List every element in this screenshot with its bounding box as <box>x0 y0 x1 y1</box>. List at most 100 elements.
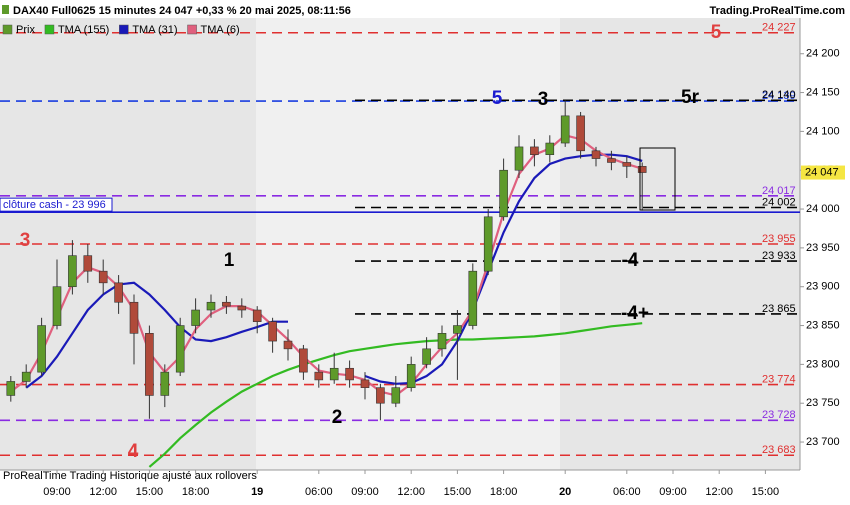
x-tick-label: 15:00 <box>136 486 164 498</box>
x-tick-label: 18:00 <box>182 486 210 498</box>
wave-annotation: 4 <box>128 441 139 462</box>
legend-label: TMA (31) <box>132 24 177 36</box>
candle-body <box>114 282 123 303</box>
candle-body <box>591 150 601 159</box>
level-label: 24 002 <box>762 196 796 208</box>
candle-body <box>37 325 46 373</box>
cash-close-label: clôture cash - 23 996 <box>3 199 106 211</box>
level-label: 23 728 <box>762 409 796 421</box>
y-tick-label: 23 800 <box>806 358 840 370</box>
legend-swatch <box>187 24 197 35</box>
plot-area <box>0 31 800 468</box>
ma-line <box>148 322 643 468</box>
y-tick-label: 24 150 <box>806 86 840 98</box>
x-tick-label: 06:00 <box>613 486 641 498</box>
legend-swatch <box>2 24 13 35</box>
x-tick-label: 12:00 <box>89 486 117 498</box>
level-label: 24 017 <box>762 185 796 197</box>
candle-body <box>483 216 493 272</box>
x-tick-label: 06:00 <box>305 486 333 498</box>
level-label: 23 774 <box>762 373 796 385</box>
wave-annotation: 5 <box>711 22 722 43</box>
cash-close-box <box>0 197 113 212</box>
x-tick-label: 15:00 <box>752 486 780 498</box>
candle-body <box>21 371 31 382</box>
y-tick-label: 23 700 <box>806 436 840 448</box>
legend-label: TMA (155) <box>58 24 109 36</box>
x-tick-label: 12:00 <box>705 486 733 498</box>
candle-body <box>252 309 262 322</box>
candle-body <box>376 387 385 404</box>
y-tick-label: 23 900 <box>806 281 840 293</box>
candle-body <box>83 255 93 272</box>
chart-title: DAX40 Full0625 15 minutes 24 047 +0,33 %… <box>13 5 351 17</box>
y-tick-label: 23 850 <box>806 319 840 331</box>
wave-annotation: 1 <box>224 250 235 271</box>
x-tick-label: 19 <box>251 486 263 498</box>
candle-body <box>576 115 585 152</box>
candle-body <box>98 270 108 284</box>
candle-body <box>283 340 293 350</box>
x-tick-label: 12:00 <box>397 486 425 498</box>
legend-label: Prix <box>16 24 35 36</box>
level-label: 24 139 <box>762 90 796 102</box>
candle-body <box>329 367 339 381</box>
level-label: 23 683 <box>762 444 796 456</box>
candle-body <box>453 325 462 334</box>
x-tick-label: 20 <box>559 486 571 498</box>
zone-box <box>639 147 676 211</box>
wave-annotation: 3 <box>538 89 549 110</box>
candle-body <box>129 301 139 334</box>
level-label: 23 865 <box>762 303 796 315</box>
candle-body <box>360 379 370 388</box>
wave-annotation: 2 <box>332 407 343 428</box>
candle-body <box>545 142 555 155</box>
candle-body <box>514 146 524 171</box>
level-label: 24 140 <box>762 89 796 101</box>
level-label: 23 955 <box>762 233 796 245</box>
candle-body <box>68 255 77 288</box>
candle-body <box>391 387 401 404</box>
candle-body <box>222 301 231 307</box>
y-tick-label: 24 200 <box>806 48 840 60</box>
candle-body <box>607 158 616 163</box>
x-tick-label: 09:00 <box>659 486 687 498</box>
candle-body <box>160 371 170 396</box>
candle-body <box>145 333 154 396</box>
wave-annotation: 5r <box>681 87 700 108</box>
level-label: 23 933 <box>762 250 796 262</box>
x-tick-label: 09:00 <box>351 486 379 498</box>
candle-body <box>406 364 416 388</box>
candle-body <box>268 321 277 342</box>
candle-body <box>237 305 247 311</box>
candle-body <box>314 371 324 381</box>
x-tick-label: 09:00 <box>43 486 71 498</box>
last-price-box <box>801 165 845 180</box>
candle-body <box>175 325 185 373</box>
wave-annotation: 3 <box>20 230 31 251</box>
y-tick-label: 23 750 <box>806 397 840 409</box>
legend-swatch <box>44 24 55 35</box>
x-tick-label: 15:00 <box>444 486 472 498</box>
candle-body <box>345 367 354 381</box>
candle-body <box>206 301 216 311</box>
wave-annotation: 5 <box>492 88 503 109</box>
candle-body <box>622 162 632 167</box>
candle-body <box>530 146 539 155</box>
footer: ProRealTime Trading Historique ajusté au… <box>3 470 257 482</box>
candle-body <box>6 381 16 396</box>
candle-body <box>637 166 647 173</box>
wave-annotation: -4 <box>622 250 639 271</box>
legend-label: TMA (6) <box>201 24 240 36</box>
candle-body <box>437 333 447 350</box>
level-label: 24 227 <box>762 22 796 34</box>
candle-body <box>422 348 431 365</box>
candle-body <box>52 286 62 326</box>
candle-body <box>191 309 200 326</box>
y-tick-label: 24 000 <box>806 203 840 215</box>
candle-body <box>560 115 570 144</box>
y-tick-label: 24 100 <box>806 125 840 137</box>
y-tick-label: 23 950 <box>806 242 840 254</box>
source: Trading.ProRealTime.com <box>709 5 845 17</box>
